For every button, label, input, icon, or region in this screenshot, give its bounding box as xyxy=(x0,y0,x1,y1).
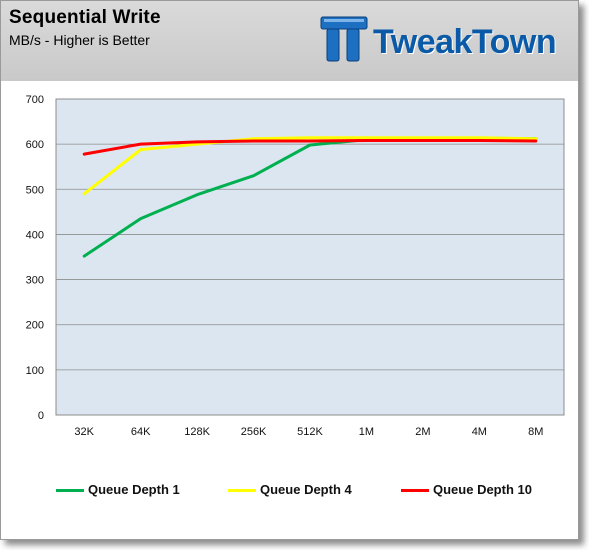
legend-swatch xyxy=(56,489,84,492)
y-tick-label: 500 xyxy=(26,184,44,196)
legend-swatch xyxy=(401,489,429,492)
y-tick-label: 300 xyxy=(26,275,44,287)
series-line-3 xyxy=(82,139,538,156)
x-tick-label: 8M xyxy=(528,426,543,438)
chart-header: Sequential Write MB/s - Higher is Better… xyxy=(1,1,578,81)
x-tick-label: 256K xyxy=(241,426,267,438)
logo-text: TweakTown xyxy=(373,23,557,61)
chart-legend: Queue Depth 1 Queue Depth 4 Queue Depth 10 xyxy=(1,481,578,501)
x-tick-label: 2M xyxy=(415,426,430,438)
x-tick-label: 4M xyxy=(472,426,487,438)
plot-area xyxy=(55,98,565,416)
y-tick-label: 700 xyxy=(26,94,44,106)
line-chart: 0 100 200 300 400 500 600 700 32K 64K 128K 256K 512K… xyxy=(26,94,565,438)
x-tick-label: 512K xyxy=(297,426,323,438)
x-tick-label: 1M xyxy=(359,426,374,438)
y-tick-label: 400 xyxy=(26,229,44,241)
legend-swatch xyxy=(228,489,256,492)
chart-card: Sequential Write MB/s - Higher is Better… xyxy=(0,0,579,540)
y-tick-label: 100 xyxy=(26,365,44,377)
y-tick-label: 600 xyxy=(26,139,44,151)
y-tick-label: 0 xyxy=(38,410,44,422)
legend-label: Queue Depth 10 xyxy=(433,482,532,497)
legend-label: Queue Depth 4 xyxy=(260,482,352,497)
x-tick-label: 32K xyxy=(74,426,94,438)
x-tick-label: 64K xyxy=(131,426,151,438)
tweaktown-logo-icon xyxy=(320,16,368,62)
x-tick-label: 128K xyxy=(184,426,210,438)
series-line-2 xyxy=(82,136,538,196)
legend-label: Queue Depth 1 xyxy=(88,482,180,497)
y-tick-label: 200 xyxy=(26,320,44,332)
chart-subtitle: MB/s - Higher is Better xyxy=(9,32,150,48)
chart-title: Sequential Write xyxy=(9,7,161,28)
